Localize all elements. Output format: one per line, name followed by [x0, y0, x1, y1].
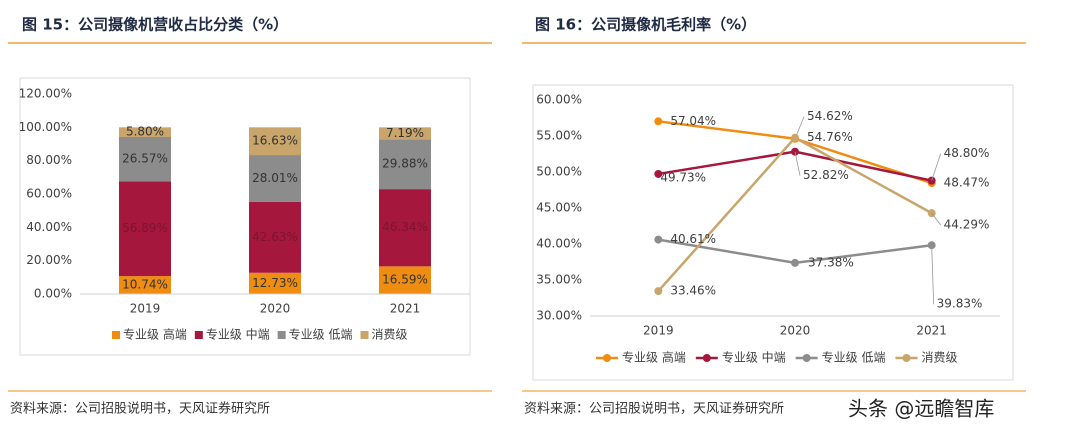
y-tick-label: 50.00% — [536, 165, 582, 179]
legend-label: 专业级 高端 — [123, 327, 187, 342]
data-label: 33.46% — [670, 284, 716, 298]
bar-segment — [249, 127, 301, 156]
bar-segment — [249, 272, 301, 294]
data-label: 5.80% — [126, 125, 164, 139]
legend-label: 专业级 低端 — [289, 327, 353, 342]
legend-swatch — [194, 331, 203, 339]
data-label: 10.74% — [122, 278, 168, 292]
y-tick-label: 55.00% — [536, 129, 582, 143]
bar-segment — [249, 201, 301, 273]
data-label: 7.19% — [386, 126, 424, 140]
legend-marker — [802, 354, 811, 362]
legend-label: 消费级 — [921, 351, 957, 365]
watermark: 头条 @远瞻智库 — [848, 397, 994, 421]
data-label: 54.76% — [807, 130, 853, 144]
leader-line — [794, 151, 801, 176]
y-tick-label: 20.00% — [26, 253, 72, 267]
legend-label: 消费级 — [371, 328, 407, 342]
y-tick-label: 60.00% — [536, 93, 582, 107]
y-tick-label: 35.00% — [536, 273, 582, 287]
data-label: 48.80% — [944, 146, 990, 160]
data-label: 39.83% — [937, 297, 983, 311]
y-tick-label: 30.00% — [536, 309, 582, 323]
legend-label: 专业级 中端 — [206, 327, 270, 342]
x-tick-label: 2019 — [643, 324, 674, 338]
x-tick-label: 2020 — [780, 324, 811, 338]
x-tick-label: 2019 — [130, 302, 161, 316]
y-tick-label: 60.00% — [26, 187, 72, 201]
legend-label: 专业级 高端 — [622, 350, 686, 365]
leader-line — [931, 212, 941, 226]
legend-marker — [603, 354, 611, 362]
data-label: 54.62% — [807, 109, 853, 123]
data-label: 26.57% — [122, 152, 168, 166]
data-label: 16.63% — [252, 134, 298, 148]
data-label: 48.47% — [944, 176, 990, 190]
y-tick-label: 45.00% — [536, 201, 582, 215]
point — [654, 235, 663, 244]
data-label: 42.63% — [252, 230, 298, 244]
data-label: 57.04% — [670, 114, 716, 128]
y-tick-label: 0.00% — [34, 287, 72, 301]
data-label: 29.88% — [382, 157, 428, 171]
y-tick-label: 80.00% — [26, 153, 72, 167]
source: 资料来源：公司招股说明书，天风证券研究所 — [10, 401, 270, 417]
bar-segment — [379, 127, 431, 140]
point — [654, 117, 663, 126]
bar-segment — [379, 266, 431, 294]
x-tick-label: 2021 — [916, 324, 947, 338]
data-label: 16.59% — [382, 273, 428, 287]
legend-label: 专业级 低端 — [822, 350, 886, 365]
y-tick-label: 40.00% — [536, 237, 582, 251]
legend-swatch — [277, 331, 286, 339]
legend-swatch — [360, 331, 369, 339]
data-label: 49.73% — [660, 170, 706, 184]
source: 资料来源：公司招股说明书，天风证券研究所 — [524, 401, 784, 417]
data-label: 46.34% — [382, 220, 428, 234]
chart-title: 图 15：公司摄像机营收占比分类（%） — [22, 16, 288, 34]
y-tick-label: 120.00% — [19, 87, 72, 101]
y-tick-label: 100.00% — [19, 120, 72, 134]
data-label: 40.61% — [670, 232, 716, 246]
bar-segment — [379, 189, 431, 267]
x-tick-label: 2021 — [390, 302, 421, 316]
leader-line — [931, 245, 935, 305]
point — [791, 133, 799, 142]
bar-segment — [119, 137, 171, 182]
bar-segment — [119, 276, 171, 294]
legend-marker — [702, 354, 711, 362]
chart-frame — [532, 84, 1014, 381]
x-tick-label: 2020 — [260, 302, 291, 316]
chart-title: 图 16：公司摄像机毛利率（%） — [535, 16, 756, 34]
bar-segment — [379, 139, 431, 190]
legend-marker — [902, 354, 911, 362]
legend-label: 专业级 中端 — [722, 350, 786, 365]
data-label: 37.38% — [808, 255, 854, 269]
series-line — [657, 136, 933, 292]
leader-line — [931, 153, 942, 181]
data-label: 28.01% — [252, 171, 298, 185]
data-label: 56.89% — [122, 221, 168, 235]
legend-swatch — [112, 331, 120, 339]
point — [791, 258, 799, 267]
data-label: 44.29% — [944, 218, 990, 232]
point — [654, 169, 663, 178]
point — [654, 287, 663, 296]
bar-segment — [119, 181, 171, 277]
bar-segment — [249, 155, 301, 202]
data-label: 52.82% — [803, 168, 849, 182]
bar-segment — [119, 127, 171, 137]
y-tick-label: 40.00% — [26, 220, 72, 234]
chart-frame — [19, 77, 471, 356]
data-label: 12.73% — [252, 276, 298, 290]
